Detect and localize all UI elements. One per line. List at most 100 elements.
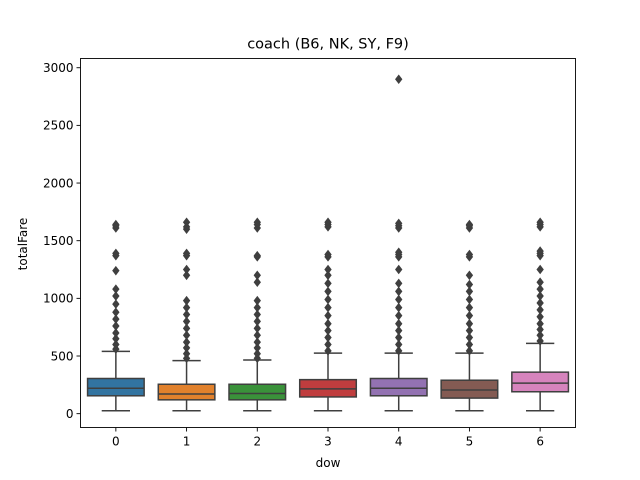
y-axis: 0 500 1000 1500 2000 2500 3000 bbox=[43, 61, 81, 421]
outlier-point bbox=[253, 217, 261, 228]
outlier-point bbox=[182, 348, 191, 359]
outlier-point bbox=[253, 337, 261, 347]
outlier-point bbox=[465, 270, 474, 281]
outlier-point bbox=[395, 218, 403, 229]
outlier-point bbox=[536, 217, 544, 228]
outlier-point bbox=[253, 316, 261, 327]
x-axis-label: dow bbox=[316, 456, 341, 470]
outlier-point bbox=[324, 264, 332, 275]
outlier-point bbox=[465, 302, 474, 313]
outlier-point bbox=[112, 333, 120, 344]
outlier-point bbox=[536, 264, 544, 275]
outlier-point bbox=[465, 310, 474, 321]
outlier-point bbox=[536, 312, 544, 322]
outlier-point bbox=[395, 247, 403, 258]
outlier-point bbox=[536, 324, 544, 335]
outlier-point bbox=[112, 219, 120, 230]
outlier-point bbox=[536, 330, 544, 341]
outlier-point bbox=[324, 346, 332, 356]
plot-frame bbox=[80, 58, 576, 428]
outlier-point bbox=[465, 339, 474, 350]
y-tick-label: 500 bbox=[51, 349, 74, 363]
box-group-3 bbox=[298, 217, 358, 412]
outlier-point bbox=[465, 325, 474, 336]
x-tick-label: 0 bbox=[112, 435, 120, 449]
y-tick-label: 0 bbox=[66, 407, 74, 421]
y-tick-label: 1000 bbox=[43, 292, 74, 306]
outlier-point bbox=[465, 332, 474, 343]
outlier-point bbox=[465, 279, 474, 290]
outlier-point bbox=[112, 321, 120, 331]
plot-area bbox=[86, 74, 570, 412]
outlier-point bbox=[324, 332, 332, 343]
outlier-point bbox=[395, 302, 403, 313]
outlier-point bbox=[536, 305, 544, 315]
outlier-point bbox=[253, 323, 261, 334]
outlier-point bbox=[395, 286, 403, 297]
outlier-point bbox=[395, 310, 403, 321]
outlier-point bbox=[253, 250, 261, 261]
outlier-point bbox=[324, 286, 332, 297]
outlier-point bbox=[395, 339, 403, 350]
outlier-point bbox=[395, 294, 403, 305]
outlier-point bbox=[112, 291, 120, 301]
outlier-point bbox=[253, 309, 261, 320]
x-tick-label: 4 bbox=[395, 435, 403, 449]
box-iqr bbox=[86, 377, 145, 397]
outlier-point bbox=[465, 294, 474, 305]
x-tick-label: 1 bbox=[183, 435, 191, 449]
outlier-point bbox=[465, 346, 474, 356]
outlier-point bbox=[324, 249, 332, 260]
outlier-point bbox=[253, 277, 261, 287]
outlier-point bbox=[182, 343, 191, 353]
outlier-point bbox=[112, 314, 120, 324]
outlier-point bbox=[112, 339, 120, 350]
outlier-point bbox=[182, 295, 191, 306]
box-group-6 bbox=[511, 217, 570, 412]
outlier-point bbox=[182, 330, 191, 341]
y-tick-label: 2500 bbox=[43, 119, 74, 133]
chart-title: coach (B6, NK, SY, F9) bbox=[247, 37, 409, 53]
outlier-point bbox=[536, 336, 544, 346]
x-tick-label: 3 bbox=[324, 435, 332, 449]
outlier-point bbox=[112, 299, 120, 309]
outlier-point bbox=[324, 339, 332, 350]
box-iqr bbox=[157, 383, 216, 401]
outlier-point bbox=[253, 270, 261, 281]
outlier-point bbox=[253, 302, 261, 313]
outlier-point bbox=[395, 74, 403, 85]
y-tick-label: 3000 bbox=[43, 61, 74, 75]
outlier-point bbox=[182, 302, 191, 313]
outlier-point bbox=[536, 298, 544, 308]
outlier-point bbox=[182, 316, 191, 327]
outlier-point bbox=[465, 219, 474, 230]
y-tick-label: 1500 bbox=[43, 234, 74, 248]
box-group-5 bbox=[440, 219, 499, 412]
outlier-point bbox=[395, 346, 403, 356]
outlier-point bbox=[395, 318, 403, 329]
outlier-point bbox=[536, 284, 544, 294]
box-iqr bbox=[440, 379, 499, 399]
box-group-1 bbox=[157, 217, 216, 412]
outlier-point bbox=[182, 323, 191, 334]
outlier-point bbox=[112, 265, 120, 276]
outlier-point bbox=[536, 277, 544, 287]
outlier-point bbox=[182, 270, 191, 281]
box-group-2 bbox=[228, 217, 287, 412]
outlier-point bbox=[182, 217, 191, 228]
box-group-0 bbox=[86, 219, 145, 412]
outlier-point bbox=[182, 264, 191, 275]
outlier-point bbox=[465, 318, 474, 329]
x-tick-label: 6 bbox=[536, 435, 544, 449]
outlier-point bbox=[182, 337, 191, 347]
outlier-point bbox=[395, 325, 403, 336]
x-tick-label: 5 bbox=[466, 435, 474, 449]
box-iqr bbox=[228, 383, 287, 401]
outlier-point bbox=[182, 309, 191, 320]
box-group-4 bbox=[369, 74, 428, 412]
outlier-point bbox=[324, 310, 332, 321]
outlier-point bbox=[253, 295, 261, 306]
outlier-point bbox=[324, 217, 332, 228]
